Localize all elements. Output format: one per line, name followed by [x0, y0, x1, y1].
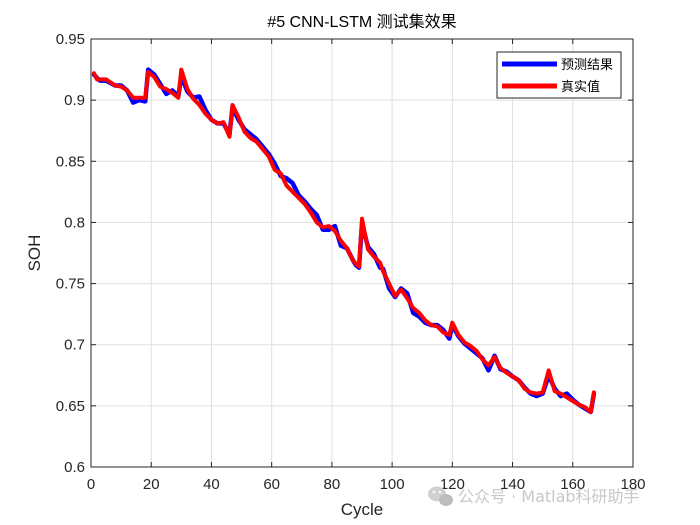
- actual-series-line: [92, 67, 596, 414]
- x-tick-label: 40: [203, 476, 220, 493]
- x-tick-label: 20: [143, 476, 160, 493]
- legend-box: [496, 51, 622, 99]
- series-layer: [91, 67, 597, 415]
- y-tick-label: 0.75: [56, 276, 85, 293]
- x-tick-label: 0: [87, 476, 95, 493]
- y-tick-label: 0.7: [64, 337, 85, 354]
- y-tick-label: 0.9: [64, 92, 85, 109]
- x-axis: 0 20 40 60 80 100 120 140 160 180: [87, 39, 646, 493]
- legend-label-prediction: 预测结果: [561, 57, 613, 72]
- watermark-text: 公众号 · Matlab科研助手: [458, 487, 640, 506]
- y-tick-label: 0.6: [64, 459, 85, 476]
- x-tick-label: 120: [440, 476, 465, 493]
- y-tick-label: 0.95: [56, 31, 85, 48]
- y-axis-label: SOH: [25, 235, 44, 272]
- x-tick-label: 100: [380, 476, 405, 493]
- legend: 预测结果 真实值: [496, 51, 622, 99]
- x-tick-label: 140: [500, 476, 525, 493]
- y-tick-label: 0.85: [56, 153, 85, 170]
- y-axis: 0.6 0.65 0.7 0.75 0.8 0.85 0.9 0.95: [56, 31, 633, 476]
- wechat-icon: [428, 486, 453, 506]
- watermark: 公众号 · Matlab科研助手: [428, 486, 640, 506]
- x-tick-label: 80: [324, 476, 341, 493]
- y-tick-label: 0.65: [56, 398, 85, 415]
- y-tick-label: 0.8: [64, 214, 85, 231]
- chart-title: #5 CNN-LSTM 测试集效果: [267, 13, 456, 31]
- x-axis-label: Cycle: [341, 500, 384, 519]
- x-tick-label: 180: [620, 476, 645, 493]
- plot-frame: [90, 38, 634, 468]
- x-tick-label: 160: [560, 476, 585, 493]
- x-tick-label: 60: [263, 476, 280, 493]
- legend-label-actual: 真实值: [561, 79, 600, 94]
